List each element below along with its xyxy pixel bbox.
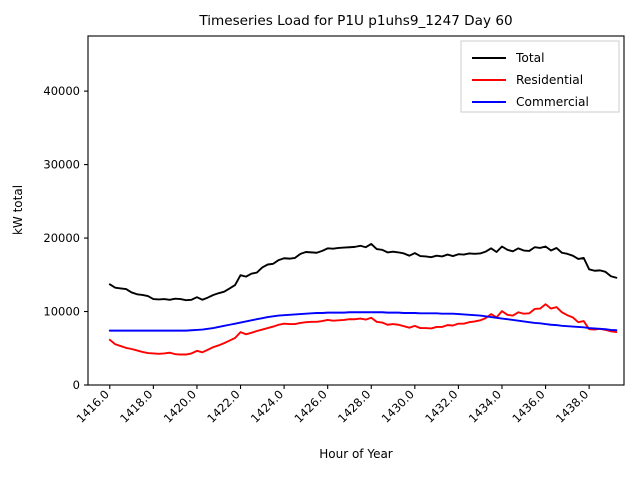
legend-background [460, 40, 620, 113]
series-line-residential [108, 303, 618, 356]
y-axis-title: kW total [11, 185, 25, 235]
legend-label-residential: Residential [516, 73, 583, 87]
chart-legend[interactable]: Total Residential Commercial [460, 40, 620, 113]
legend-label-total: Total [515, 51, 544, 65]
y-axis-ticks: 0 10000 20000 30000 40000 [43, 84, 88, 392]
data-series-group [108, 242, 618, 356]
y-tick-label: 0 [73, 378, 80, 392]
y-tick-label: 40000 [43, 84, 80, 98]
axes-frame [87, 35, 625, 386]
y-tick-label: 20000 [43, 231, 80, 245]
chart-title: Timeseries Load for P1U p1uhs9_1247 Day … [198, 13, 512, 29]
y-tick-label: 10000 [43, 305, 80, 319]
y-tick-label: 30000 [43, 158, 80, 172]
legend-entries: Total Residential Commercial [472, 51, 589, 109]
legend-label-commercial: Commercial [516, 95, 589, 109]
series-line-commercial [108, 311, 618, 332]
series-line-total [108, 242, 618, 302]
x-axis-title: Hour of Year [319, 447, 393, 461]
